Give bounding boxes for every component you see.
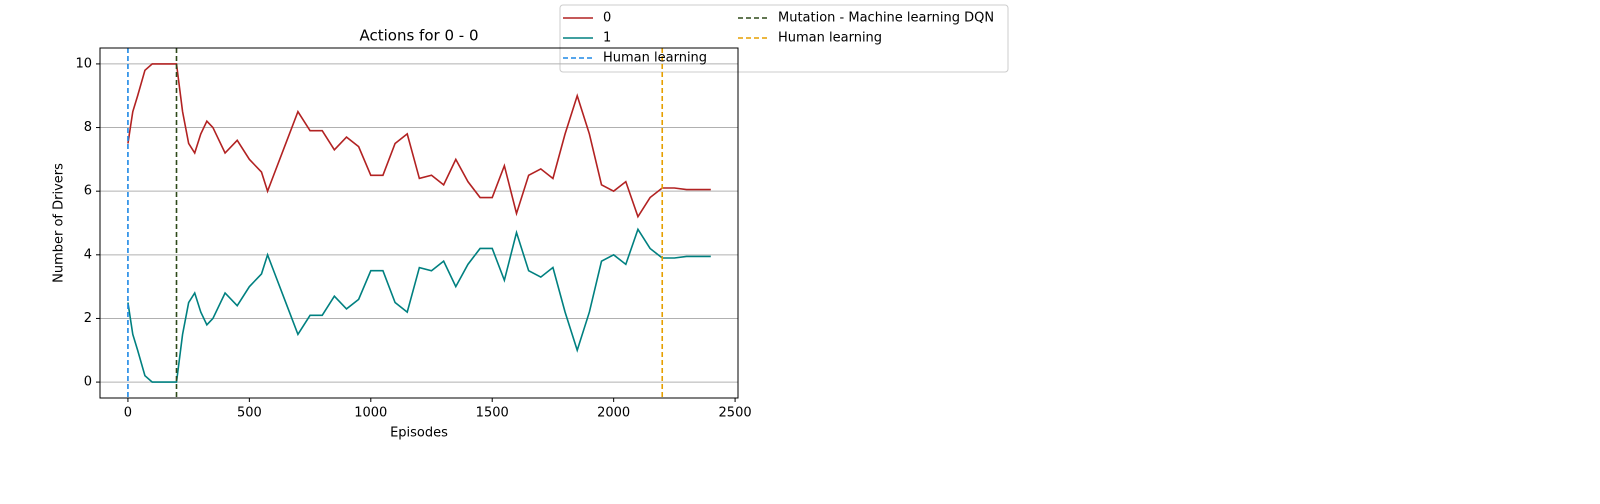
x-tick-label: 2000 [597, 406, 630, 421]
legend-label: Human learning [603, 51, 707, 66]
y-tick-label: 0 [84, 375, 92, 390]
legend-label: Human learning [778, 31, 882, 46]
y-tick-label: 6 [84, 184, 92, 199]
plot-frame [99, 47, 739, 399]
legend-label: 1 [603, 31, 611, 46]
y-tick-label: 10 [75, 56, 92, 71]
legend-label: Mutation - Machine learning DQN [778, 11, 994, 26]
x-tick-label: 2500 [719, 406, 752, 421]
x-tick-label: 1500 [476, 406, 509, 421]
y-tick-label: 2 [84, 311, 92, 326]
series-line [127, 227, 711, 383]
y-tick-label: 4 [84, 247, 92, 262]
x-tick-label: 0 [124, 406, 132, 421]
series-line [127, 63, 711, 219]
x-tick-label: 500 [237, 406, 262, 421]
y-tick-label: 8 [84, 120, 92, 135]
legend-label: 0 [603, 11, 611, 26]
chart-title: Actions for 0 - 0 [360, 27, 479, 45]
x-axis-label: Episodes [390, 426, 448, 441]
legend-box [559, 4, 1009, 73]
x-tick-label: 1000 [354, 406, 387, 421]
y-axis-label: Number of Drivers [52, 163, 67, 283]
